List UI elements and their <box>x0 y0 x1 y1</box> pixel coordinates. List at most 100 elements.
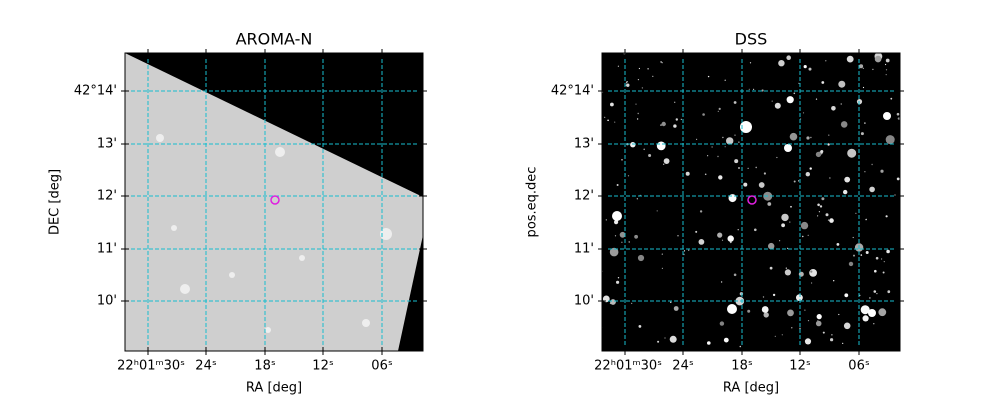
star <box>818 211 821 213</box>
star <box>695 230 698 233</box>
star <box>652 75 654 77</box>
star <box>860 254 863 256</box>
bright-star <box>740 121 752 133</box>
star <box>720 281 723 283</box>
star <box>872 68 874 71</box>
star <box>874 269 877 273</box>
star <box>886 249 890 254</box>
star <box>825 213 829 217</box>
star <box>619 231 626 238</box>
star <box>727 235 734 242</box>
x-tick-label: 12ˢ <box>312 359 334 374</box>
star <box>887 290 891 294</box>
y-tick-label: 13' <box>574 137 594 152</box>
star <box>897 117 900 120</box>
star <box>885 74 887 76</box>
bright-star <box>727 304 737 314</box>
star <box>673 306 679 311</box>
star <box>769 266 773 270</box>
bright-star <box>868 309 876 317</box>
star <box>859 64 864 69</box>
star <box>865 251 869 254</box>
star <box>724 146 726 148</box>
star <box>685 171 690 176</box>
star <box>882 271 885 274</box>
star <box>626 83 630 87</box>
star <box>673 124 677 128</box>
star <box>896 177 900 181</box>
x-tick-label: 06ˢ <box>848 359 870 374</box>
star <box>778 60 785 67</box>
star <box>733 273 737 277</box>
star <box>817 215 819 217</box>
star <box>840 121 848 128</box>
star <box>634 234 638 239</box>
y-tick-label: 12' <box>574 189 594 204</box>
star <box>719 321 725 326</box>
star <box>789 221 791 223</box>
star <box>798 82 800 84</box>
star <box>885 135 895 145</box>
star <box>772 293 776 297</box>
star <box>637 254 645 262</box>
star <box>885 63 887 66</box>
star <box>844 176 851 183</box>
star <box>869 297 871 299</box>
source <box>171 225 177 231</box>
star <box>641 87 644 89</box>
star <box>848 261 854 267</box>
star <box>660 61 662 63</box>
star <box>607 119 609 122</box>
star <box>755 166 757 169</box>
star <box>683 253 685 256</box>
star <box>840 103 842 105</box>
axes-frame <box>124 52 424 352</box>
star <box>636 118 639 120</box>
source <box>380 228 392 240</box>
star <box>859 294 861 296</box>
star <box>663 158 670 165</box>
star <box>808 67 812 71</box>
star <box>791 327 793 329</box>
star <box>771 100 773 102</box>
star <box>873 290 877 293</box>
star <box>661 267 664 269</box>
star <box>786 55 791 60</box>
star <box>781 213 789 222</box>
star <box>683 250 686 252</box>
star <box>784 269 792 276</box>
star <box>843 189 848 195</box>
x-tick-label: 24ˢ <box>672 359 694 374</box>
star <box>723 337 729 343</box>
star <box>737 229 739 231</box>
star <box>661 62 663 64</box>
y-tick-label: 10' <box>574 294 594 309</box>
star <box>807 320 810 322</box>
y-tick-label: 11' <box>97 242 117 257</box>
star <box>878 308 887 317</box>
source <box>299 255 305 261</box>
star <box>820 150 824 153</box>
star <box>799 327 801 330</box>
image-background <box>602 53 900 351</box>
star <box>718 107 721 110</box>
star <box>789 132 798 141</box>
star <box>831 106 836 111</box>
star <box>843 322 851 330</box>
sky-image <box>602 53 900 351</box>
star <box>810 270 813 273</box>
bright-star <box>883 112 891 120</box>
star <box>614 235 617 237</box>
star <box>881 258 883 260</box>
star <box>664 337 666 339</box>
star <box>717 155 719 158</box>
star <box>758 182 765 188</box>
star <box>836 243 840 246</box>
panel-title: AROMA-N <box>236 30 313 49</box>
star <box>660 124 662 126</box>
star <box>749 62 752 64</box>
y-tick-label: 13' <box>97 137 117 152</box>
star <box>721 239 724 241</box>
star <box>838 313 840 316</box>
star <box>862 315 869 322</box>
